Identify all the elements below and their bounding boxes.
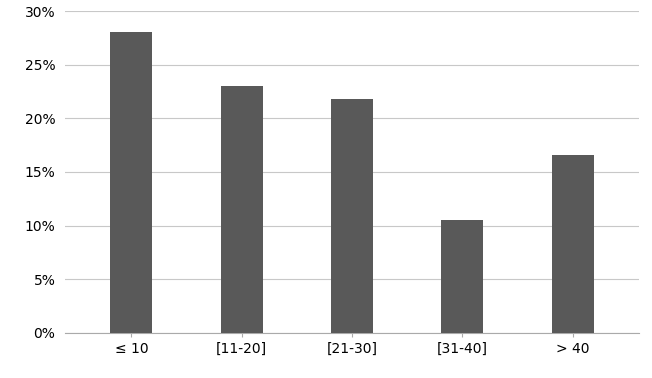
Bar (221, 86, 263, 333)
Bar (552, 155, 594, 333)
Bar (331, 99, 373, 333)
Bar (441, 220, 483, 333)
Bar (110, 32, 153, 333)
